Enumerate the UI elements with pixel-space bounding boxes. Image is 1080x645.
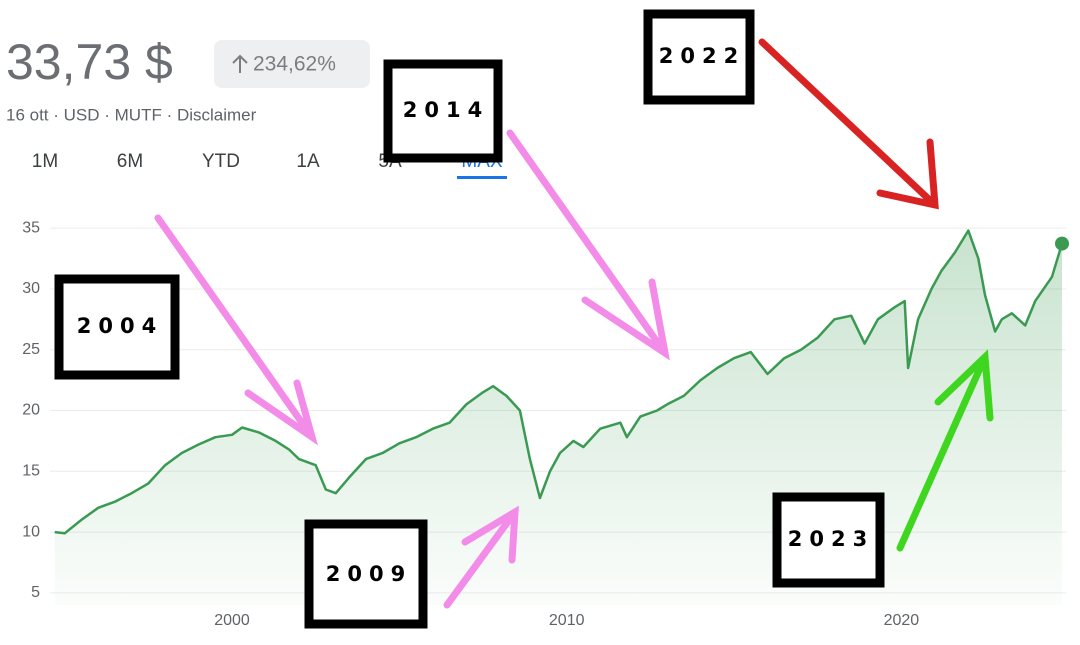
last-point	[1055, 236, 1069, 251]
annotation-box	[772, 492, 885, 588]
change: 234,62%	[253, 53, 336, 76]
annotation: 2004	[77, 314, 163, 338]
annotation-box	[54, 274, 180, 380]
annotation-box	[304, 519, 428, 629]
arrows	[154, 38, 994, 609]
arrow	[506, 129, 670, 361]
y-tick-label: 15	[22, 463, 40, 480]
annotation-boxes	[54, 9, 885, 629]
y-tick-label: 5	[31, 584, 40, 601]
x-tick-label: 2020	[884, 612, 920, 629]
y-tick-label: 35	[22, 219, 40, 236]
tab[interactable]: 6M	[117, 151, 143, 172]
tab-underline	[457, 176, 507, 179]
tab[interactable]: YTD	[202, 151, 240, 172]
change-badge	[214, 40, 370, 88]
annotation: 2009	[326, 562, 412, 586]
arrow	[758, 38, 939, 210]
x-tick-label: 2000	[214, 612, 250, 629]
tab[interactable]: 1A	[296, 151, 320, 172]
price-line	[54, 229, 1064, 535]
y-tick-label: 30	[22, 280, 40, 297]
y-tick-label: 25	[22, 341, 40, 358]
annotation: 2014	[403, 98, 489, 122]
y-tick-label: 10	[22, 523, 40, 540]
x-tick-label: 2010	[549, 612, 585, 629]
tab[interactable]: 1M	[32, 151, 58, 172]
meta: 16 ott · USD · MUTF · Disclaimer	[6, 105, 257, 124]
annotation-box	[383, 59, 503, 163]
annotation-box	[643, 9, 755, 105]
y-tick-label: 20	[22, 402, 40, 419]
arrow	[896, 349, 994, 552]
price: 33,73 $	[6, 34, 173, 90]
arrow	[154, 214, 318, 446]
annotation: 2023	[788, 527, 874, 551]
up-icon	[232, 54, 248, 73]
annotation: 2022	[659, 44, 745, 68]
arrow	[443, 505, 519, 609]
